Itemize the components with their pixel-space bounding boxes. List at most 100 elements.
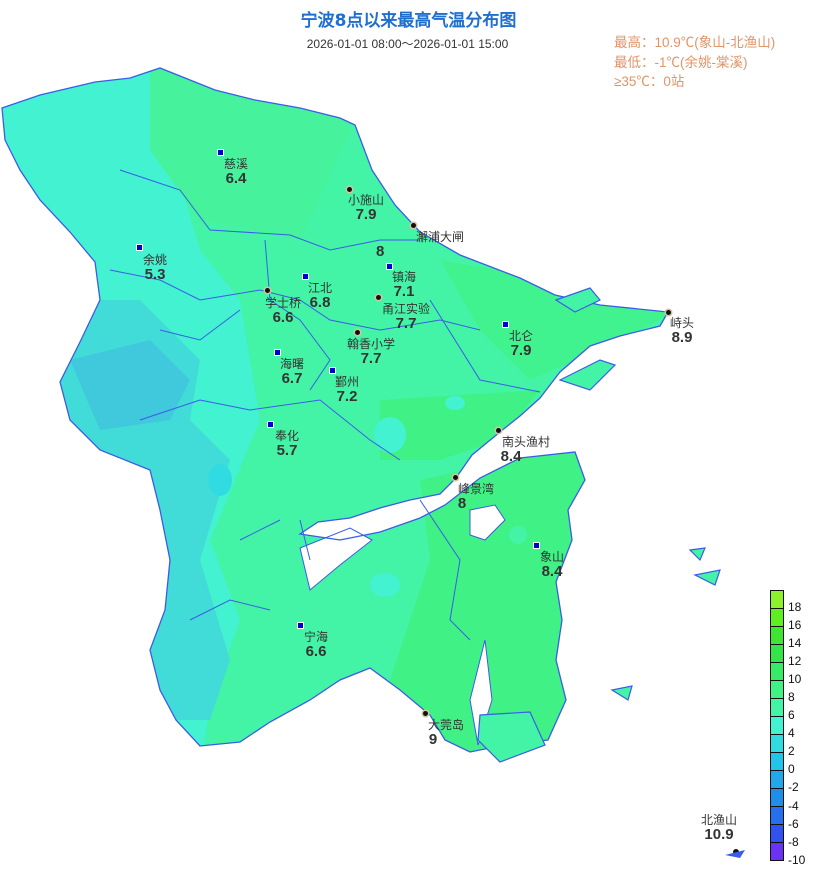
station-name: 镇海 — [391, 270, 417, 284]
legend-label: 16 — [788, 618, 802, 633]
station-marker-county[interactable] — [533, 542, 540, 549]
legend-swatch — [771, 609, 783, 627]
station-beiyushan[interactable]: 北渔山 10.9 — [700, 813, 738, 843]
station-value: 6.6 — [305, 643, 327, 660]
station-value: 6.4 — [225, 170, 247, 187]
station-name: 甬江实验 — [381, 302, 431, 316]
legend-label: 12 — [788, 654, 802, 669]
cool-spot — [509, 526, 527, 544]
legend-label: 8 — [788, 690, 795, 705]
station-zhitou[interactable]: 峙头 8.9 — [669, 316, 695, 346]
station-marker-county[interactable] — [274, 349, 281, 356]
min-temp-stat: 最低：-1℃(余姚-棠溪) — [614, 54, 748, 70]
station-value: 7.9 — [355, 206, 377, 223]
legend-label: 18 — [788, 600, 802, 614]
station-marker-county[interactable] — [217, 149, 224, 156]
station-marker-county[interactable] — [136, 244, 143, 251]
station-value: 8 — [457, 495, 467, 512]
station-name: 峰景湾 — [457, 482, 495, 496]
station-xiaoshishan[interactable]: 小施山 7.9 — [347, 193, 385, 223]
station-name: 北渔山 — [700, 813, 738, 827]
station-beilun[interactable]: 北仑 7.9 — [509, 330, 533, 359]
legend-swatch — [771, 591, 783, 609]
legend-label: -4 — [788, 798, 799, 813]
station-cixi[interactable]: 慈溪 6.4 — [223, 157, 249, 187]
station-nantouyucun[interactable]: 南头渔村 8.4 — [501, 435, 551, 465]
cool-spot — [445, 396, 465, 410]
legend-label: 14 — [788, 636, 802, 651]
station-name: 慈溪 — [223, 157, 249, 171]
station-value: 6.7 — [281, 370, 303, 387]
max-temp-stat: 最高：10.9℃(象山-北渔山) — [614, 35, 776, 50]
station-xueshiqiao[interactable]: 学士桥 6.6 — [264, 296, 302, 326]
legend-label: -2 — [788, 780, 799, 795]
station-marker-auto[interactable] — [423, 711, 428, 716]
islands — [477, 287, 721, 763]
station-marker-auto[interactable] — [666, 310, 671, 315]
station-marker-county[interactable] — [302, 273, 309, 280]
station-fengjingwan[interactable]: 峰景湾 8 — [457, 482, 495, 512]
legend-swatch — [771, 807, 783, 825]
bay-water — [469, 504, 506, 541]
station-xiangshan[interactable]: 象山 8.4 — [540, 551, 564, 580]
station-name: 海曙 — [279, 357, 305, 371]
legend-label: -10 — [788, 852, 806, 867]
station-value: 7.1 — [393, 283, 415, 300]
station-name: 澥浦大闸 — [415, 230, 465, 244]
station-name: 小施山 — [347, 193, 385, 207]
station-marker-county[interactable] — [329, 367, 336, 374]
station-value: 8.4 — [541, 563, 563, 580]
station-hanxiangxiaoxue[interactable]: 翰香小学 7.7 — [346, 337, 396, 367]
legend-swatch — [771, 771, 783, 789]
station-yongjiangshiyan[interactable]: 甬江实验 7.7 — [381, 302, 431, 332]
station-marker-auto[interactable] — [496, 428, 501, 433]
map-title: 宁波8点以来最高气温分布图 — [300, 11, 517, 31]
station-yinzhou[interactable]: 鄞州 7.2 — [334, 375, 360, 405]
station-name: 峙头 — [669, 316, 695, 330]
legend-label: -6 — [788, 816, 799, 831]
bay-water — [469, 639, 493, 746]
station-marker-auto[interactable] — [265, 288, 270, 293]
legend-swatch — [771, 789, 783, 807]
station-ninghai[interactable]: 宁海 6.6 — [303, 630, 329, 660]
station-name: 学士桥 — [264, 296, 302, 310]
legend-label: 2 — [788, 744, 795, 759]
legend-swatch — [771, 645, 783, 663]
station-marker-county[interactable] — [297, 622, 304, 629]
station-zhenhai[interactable]: 镇海 7.1 — [391, 270, 417, 300]
cold-spot — [208, 464, 232, 496]
station-jiangbei[interactable]: 江北 6.8 — [308, 282, 332, 311]
cool-spot — [374, 417, 406, 453]
legend-swatch — [771, 627, 783, 645]
time-range: 2026-01-01 08:00～2026-01-01 15:00 — [306, 37, 509, 51]
station-xiepudazha[interactable]: 澥浦大闸 8 — [376, 230, 465, 260]
legend-ticks: 18 16 14 12 10 8 6 4 2 0 -2 -4 -6 -8 -10 — [788, 598, 805, 869]
station-marker-auto[interactable] — [411, 223, 416, 228]
legend-swatch — [771, 663, 783, 681]
station-marker-auto[interactable] — [453, 475, 458, 480]
station-value: 7.2 — [336, 388, 358, 405]
station-marker-county[interactable] — [267, 421, 274, 428]
station-marker-county[interactable] — [502, 321, 509, 328]
temp-zone-8-10-coast — [380, 390, 540, 460]
district-boundaries — [109, 169, 541, 641]
station-value: 8 — [375, 243, 385, 260]
bay-water — [299, 527, 373, 591]
station-name: 宁海 — [303, 630, 329, 644]
station-haishu[interactable]: 海曙 6.7 — [279, 357, 305, 387]
station-yuyao[interactable]: 余姚 5.3 — [143, 254, 167, 283]
station-marker-auto[interactable] — [347, 187, 352, 192]
station-dawandao[interactable]: 大莞岛 9 — [428, 719, 464, 748]
station-name: 翰香小学 — [346, 337, 396, 351]
legend-label: 10 — [788, 672, 802, 687]
station-marker-county[interactable] — [386, 263, 393, 270]
station-name: 鄞州 — [334, 375, 360, 389]
station-marker-auto[interactable] — [376, 295, 381, 300]
temp-zone-8-10-north — [440, 260, 680, 380]
station-value: 8.9 — [671, 329, 693, 346]
station-marker-auto[interactable] — [355, 330, 360, 335]
station-value: 8.4 — [500, 448, 522, 465]
station-fenghua[interactable]: 奉化 5.7 — [275, 430, 299, 459]
station-name: 南头渔村 — [501, 435, 551, 449]
